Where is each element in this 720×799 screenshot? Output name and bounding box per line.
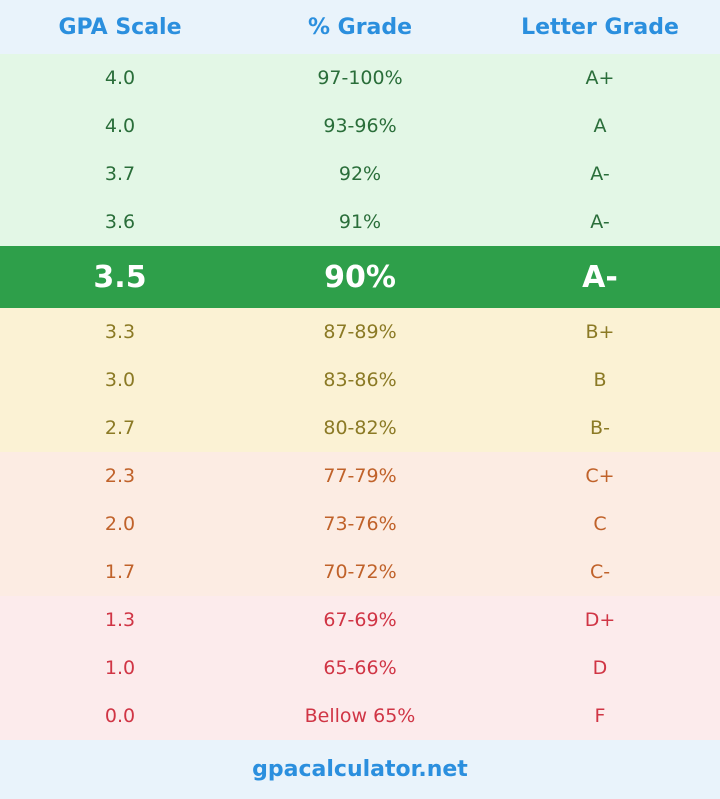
percent-cell: 67-69% [323, 609, 397, 631]
gpa-cell: 3.6 [104, 211, 136, 233]
percent-cell: 87-89% [323, 321, 397, 343]
gpa-cell: 2.7 [104, 417, 136, 439]
table-row: 0.0 Bellow 65% F [0, 692, 720, 740]
percent-cell: 90% [324, 259, 396, 295]
site-name: gpacalculator.net [252, 757, 468, 782]
gpa-cell: 2.0 [104, 513, 136, 535]
letter-cell: A- [590, 211, 610, 233]
letter-cell: C+ [585, 465, 615, 487]
percent-cell: 80-82% [323, 417, 397, 439]
header-letter-grade: Letter Grade [521, 14, 679, 40]
gpa-cell: 1.7 [104, 561, 136, 583]
gpa-cell: 3.0 [104, 369, 136, 391]
letter-cell: D+ [584, 609, 616, 631]
gpa-cell: 3.7 [104, 163, 136, 185]
highlighted-row: 3.5 90% A- [0, 246, 720, 308]
letter-cell: A- [590, 163, 610, 185]
site-footer: gpacalculator.net [0, 740, 720, 799]
letter-cell: B [593, 369, 607, 391]
letter-cell: A+ [585, 67, 615, 89]
percent-cell: 93-96% [323, 115, 397, 137]
gpa-cell: 3.3 [104, 321, 136, 343]
table-row: 3.6 91% A- [0, 198, 720, 246]
table-row: 1.3 67-69% D+ [0, 596, 720, 644]
gpa-cell: 3.5 [93, 259, 147, 295]
gpa-cell: 1.0 [104, 657, 136, 679]
percent-cell: 92% [338, 163, 382, 185]
table-row: 2.7 80-82% B- [0, 404, 720, 452]
letter-cell: C [593, 513, 607, 535]
percent-cell: 73-76% [323, 513, 397, 535]
gpa-cell: 4.0 [104, 115, 136, 137]
gpa-cell: 4.0 [104, 67, 136, 89]
percent-cell: 65-66% [323, 657, 397, 679]
percent-cell: 97-100% [317, 67, 403, 89]
table-row: 3.3 87-89% B+ [0, 308, 720, 356]
percent-cell: 91% [338, 211, 382, 233]
gpa-cell: 2.3 [104, 465, 136, 487]
header-percent-grade: % Grade [307, 14, 413, 40]
table-row: 4.0 97-100% A+ [0, 54, 720, 102]
table-row: 2.3 77-79% C+ [0, 452, 720, 500]
letter-cell: B- [590, 417, 610, 439]
letter-cell: B+ [585, 321, 615, 343]
table-row: 1.0 65-66% D [0, 644, 720, 692]
percent-cell: Bellow 65% [304, 705, 416, 727]
table-row: 1.7 70-72% C- [0, 548, 720, 596]
percent-cell: 83-86% [323, 369, 397, 391]
table-row: 2.0 73-76% C [0, 500, 720, 548]
letter-cell: F [594, 705, 606, 727]
letter-cell: D [592, 657, 608, 679]
table-row: 3.7 92% A- [0, 150, 720, 198]
percent-cell: 70-72% [323, 561, 397, 583]
header-gpa-scale: GPA Scale [58, 14, 182, 40]
letter-cell: A [593, 115, 607, 137]
gpa-cell: 0.0 [104, 705, 136, 727]
letter-cell: A- [582, 259, 618, 295]
table-row: 3.0 83-86% B [0, 356, 720, 404]
percent-cell: 77-79% [323, 465, 397, 487]
gpa-cell: 1.3 [104, 609, 136, 631]
table-row: 4.0 93-96% A [0, 102, 720, 150]
table-header: GPA Scale % Grade Letter Grade [0, 0, 720, 54]
letter-cell: C- [589, 561, 611, 583]
